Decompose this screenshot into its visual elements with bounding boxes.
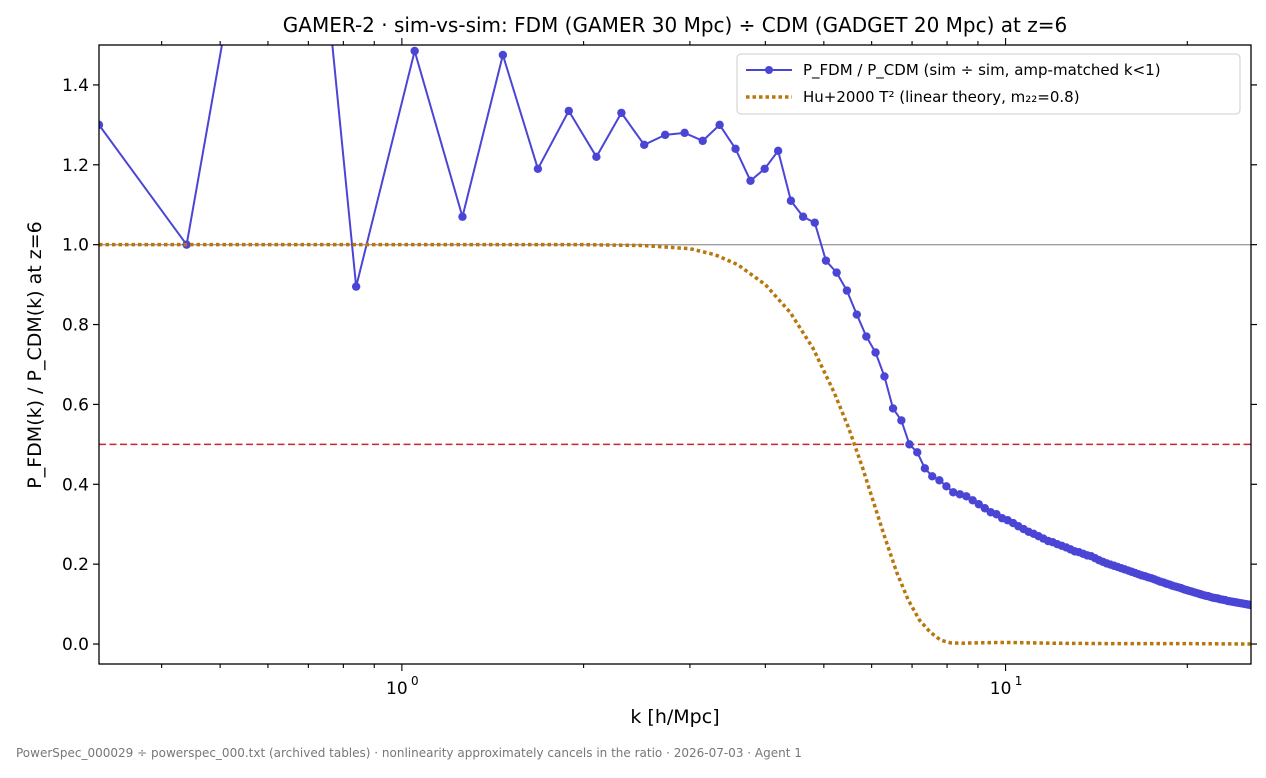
data-point xyxy=(660,130,670,140)
data-point xyxy=(880,372,889,381)
data-point xyxy=(351,282,361,291)
x-tick-exponent: 0 xyxy=(411,674,419,688)
data-point xyxy=(935,476,944,485)
x-tick-label: 10 xyxy=(386,679,408,699)
legend-label-theory: Hu+2000 T² (linear theory, m₂₂=0.8) xyxy=(803,88,1080,106)
data-point xyxy=(680,128,689,138)
y-tick-label: 1.2 xyxy=(62,156,89,176)
y-tick-label: 1.0 xyxy=(62,236,89,256)
data-point xyxy=(1245,600,1251,610)
y-axis-label: P_FDM(k) / P_CDM(k) at z=6 xyxy=(24,221,46,488)
data-point xyxy=(773,146,783,156)
data-point xyxy=(913,448,922,457)
plot-area xyxy=(99,0,1251,664)
data-point xyxy=(639,140,649,150)
data-point xyxy=(832,268,841,277)
data-point xyxy=(564,106,573,116)
plot-background xyxy=(99,45,1251,664)
data-point xyxy=(533,164,543,173)
data-point xyxy=(888,404,898,413)
data-point xyxy=(955,490,965,499)
data-point xyxy=(949,488,958,497)
data-point xyxy=(974,500,984,509)
data-point xyxy=(731,144,740,154)
legend-box xyxy=(736,53,1241,115)
data-point xyxy=(968,496,977,505)
data-point xyxy=(810,218,819,227)
data-point xyxy=(862,332,871,341)
y-tick-label: 0.0 xyxy=(62,635,89,655)
data-point xyxy=(498,50,508,60)
data-point xyxy=(928,472,937,481)
y-tick-label: 1.4 xyxy=(62,76,89,96)
data-point xyxy=(715,120,724,130)
data-point xyxy=(617,108,626,118)
series-layer xyxy=(99,0,1251,646)
data-point xyxy=(99,120,104,130)
legend-label-ratio: P_FDM / P_CDM (sim ÷ sim, amp-matched k<… xyxy=(803,61,1161,80)
data-point xyxy=(410,46,419,56)
data-point xyxy=(821,256,831,265)
y-tick-label: 0.8 xyxy=(62,316,89,336)
x-tick-label: 10 xyxy=(990,679,1012,699)
data-point xyxy=(980,504,990,513)
data-point xyxy=(905,440,914,449)
data-point xyxy=(920,464,930,473)
x-ticks: 10 0 10 1 xyxy=(161,38,1188,699)
legend-marker-ratio xyxy=(765,66,773,74)
data-point xyxy=(698,136,707,146)
y-ticks: 0.0 0.2 0.4 0.6 0.8 1.0 1.2 1.4 xyxy=(62,76,1257,655)
data-point xyxy=(760,164,769,173)
footer-note: PowerSpec_000029 ÷ powerspec_000.txt (ar… xyxy=(16,746,802,760)
data-point xyxy=(798,212,808,221)
data-point xyxy=(852,310,862,319)
data-point xyxy=(962,492,971,501)
x-tick-exponent: 1 xyxy=(1015,674,1023,688)
chart-title: GAMER-2 · sim-vs-sim: FDM (GAMER 30 Mpc)… xyxy=(283,13,1067,37)
data-point xyxy=(786,196,796,205)
y-tick-label: 0.6 xyxy=(62,395,89,415)
data-point xyxy=(592,152,601,162)
data-point xyxy=(942,482,951,491)
data-point xyxy=(871,348,880,357)
data-point xyxy=(226,0,234,1)
data-point xyxy=(842,286,852,295)
x-axis-label: k [h/Mpc] xyxy=(630,706,719,728)
data-point xyxy=(897,416,906,425)
series-line-theory xyxy=(99,242,1251,646)
y-tick-label: 0.2 xyxy=(62,555,89,575)
data-point xyxy=(458,212,467,221)
data-point xyxy=(746,176,755,185)
y-tick-label: 0.4 xyxy=(62,475,89,495)
plot-frame xyxy=(98,44,1252,665)
legend: P_FDM / P_CDM (sim ÷ sim, amp-matched k<… xyxy=(736,53,1241,115)
